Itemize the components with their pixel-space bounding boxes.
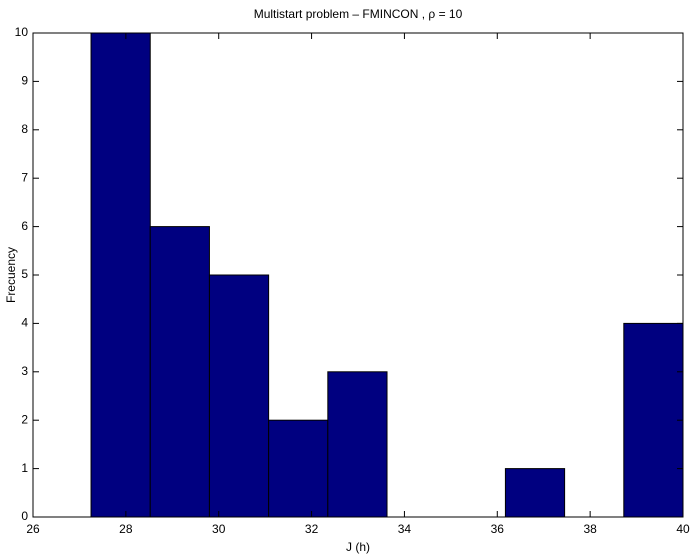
y-tick-label: 4 xyxy=(21,316,28,330)
bar xyxy=(90,32,151,518)
chart-title: Multistart problem – FMINCON , ρ = 10 xyxy=(254,7,463,21)
y-tick-label: 3 xyxy=(21,364,28,378)
y-tick-label: 8 xyxy=(21,122,28,136)
bar xyxy=(149,226,210,518)
y-tick-label: 10 xyxy=(15,25,29,39)
x-tick-label: 28 xyxy=(119,522,133,536)
y-tick-label: 7 xyxy=(21,170,28,184)
bar xyxy=(268,419,329,518)
y-axis-label: Frecuency xyxy=(4,247,18,303)
x-tick-label: 38 xyxy=(583,522,597,536)
x-tick-label: 30 xyxy=(212,522,226,536)
y-tick-label: 9 xyxy=(21,74,28,88)
x-axis-label: J (h) xyxy=(346,540,370,554)
x-tick-label: 34 xyxy=(398,522,412,536)
bar xyxy=(504,468,566,518)
y-tick-label: 6 xyxy=(21,219,28,233)
y-tick-label: 5 xyxy=(21,267,28,281)
y-tick-label: 2 xyxy=(21,412,28,426)
bar xyxy=(208,274,270,518)
x-tick-label: 40 xyxy=(676,522,690,536)
bar xyxy=(327,371,388,518)
y-tick-label: 0 xyxy=(21,509,28,523)
x-tick-label: 26 xyxy=(26,522,40,536)
bar xyxy=(623,322,684,518)
x-tick-label: 36 xyxy=(491,522,505,536)
y-tick-label: 1 xyxy=(21,461,28,475)
x-tick-label: 32 xyxy=(305,522,319,536)
